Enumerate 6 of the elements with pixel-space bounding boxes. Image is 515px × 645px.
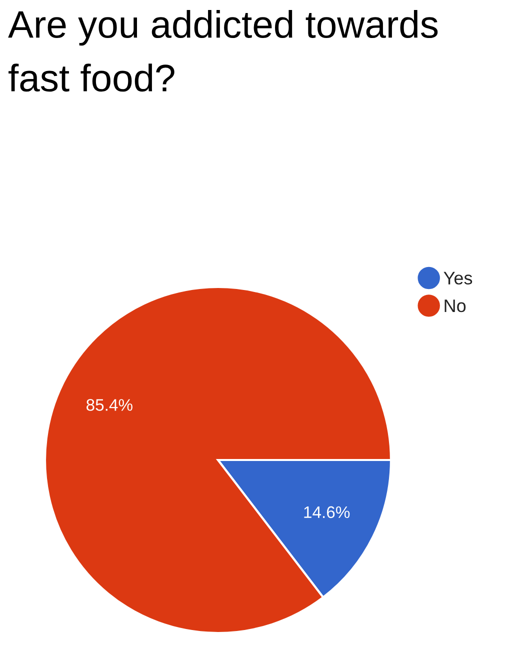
pie-slice [44,286,392,634]
chart-title: Are you addicted towards fast food? [8,10,438,92]
data-label: 85.4% [86,399,132,411]
legend-label: Yes [444,272,472,285]
legend-label: No [444,300,466,312]
data-label: 14.6% [304,506,350,518]
